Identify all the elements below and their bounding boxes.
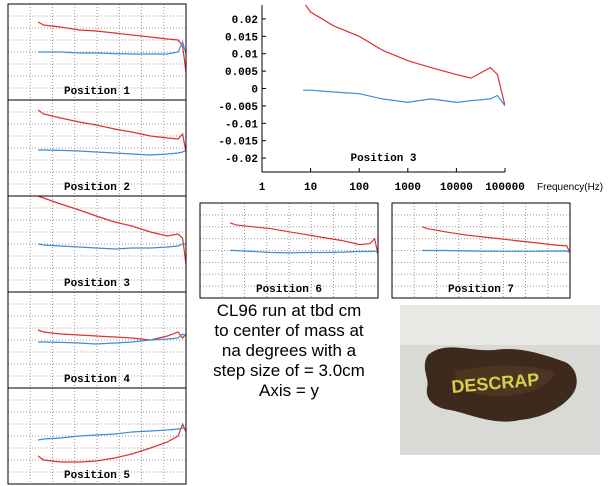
series-line bbox=[37, 243, 186, 250]
plot-frame bbox=[199, 202, 379, 299]
x-tick-label: 100 bbox=[349, 182, 369, 194]
y-tick-label: -0.015 bbox=[218, 137, 258, 149]
plot-frame bbox=[391, 202, 571, 299]
x-tick-label: 10000 bbox=[440, 182, 473, 194]
rock-shade bbox=[455, 365, 555, 397]
x-tick-label: 10 bbox=[304, 182, 317, 194]
chart: Position 2 bbox=[7, 99, 187, 197]
series-line bbox=[422, 249, 570, 254]
chart: Position 3 bbox=[7, 195, 187, 293]
y-tick-label: 0.02 bbox=[232, 15, 258, 27]
series-line bbox=[421, 226, 570, 253]
x-tick-label: 1000 bbox=[395, 182, 421, 194]
chart-title: Position 1 bbox=[64, 86, 130, 98]
chart: Position 5 bbox=[7, 387, 187, 485]
chart: Position 6 bbox=[199, 202, 379, 299]
description: CL96 run at tbd cm to center of mass at … bbox=[213, 301, 365, 400]
chart: Position 4 bbox=[7, 291, 187, 389]
y-tick-label: 0.005 bbox=[225, 67, 258, 79]
x-tick-label: 1 bbox=[259, 182, 266, 194]
series-line bbox=[303, 89, 505, 107]
photo-wall bbox=[400, 305, 600, 345]
description-line: to center of mass at bbox=[214, 321, 364, 340]
series-line bbox=[37, 21, 186, 73]
y-tick-label: 0 bbox=[251, 85, 258, 97]
chart-title: Position 6 bbox=[256, 284, 322, 296]
chart: Position 7 bbox=[391, 202, 571, 299]
y-tick-label: 0.01 bbox=[232, 50, 259, 62]
photo: DESCRAP bbox=[400, 305, 600, 455]
chart-title: Position 3 bbox=[64, 278, 130, 290]
series-line bbox=[38, 333, 186, 345]
series-line bbox=[38, 149, 186, 156]
series-line bbox=[230, 249, 378, 254]
chart-title: Position 3 bbox=[350, 153, 416, 165]
plot-area bbox=[262, 5, 505, 172]
chart: Position 1 bbox=[7, 3, 187, 101]
x-tick-label: 100000 bbox=[485, 182, 525, 194]
chart-title: Position 7 bbox=[448, 284, 514, 296]
y-tick-label: -0.02 bbox=[225, 154, 258, 166]
y-tick-label: 0.015 bbox=[225, 32, 258, 44]
series-line bbox=[304, 5, 505, 107]
chart: 0.02 0.015 0.01 0.005 0 -0.005 -0.01 -0.015 -0.0… bbox=[218, 5, 603, 194]
plot-frame bbox=[7, 387, 187, 485]
series-line bbox=[37, 427, 186, 441]
chart-title: Position 2 bbox=[64, 182, 130, 194]
description-line: step size of = 3.0cm bbox=[213, 361, 365, 380]
y-tick-label: -0.01 bbox=[225, 119, 258, 131]
series-line bbox=[37, 196, 186, 265]
series-line bbox=[37, 329, 186, 341]
x-axis-label: Frequency(Hz) bbox=[537, 182, 603, 193]
chart-title: Position 4 bbox=[64, 374, 130, 386]
description-line: na degrees with a bbox=[222, 341, 357, 360]
series-line bbox=[37, 109, 186, 153]
series-line bbox=[229, 222, 378, 255]
chart-title: Position 5 bbox=[64, 470, 130, 482]
series-line bbox=[38, 40, 186, 55]
series-line bbox=[37, 422, 186, 463]
description-line: CL96 run at tbd cm bbox=[217, 301, 362, 320]
description-line: Axis = y bbox=[259, 381, 319, 400]
y-tick-label: -0.005 bbox=[218, 102, 258, 114]
